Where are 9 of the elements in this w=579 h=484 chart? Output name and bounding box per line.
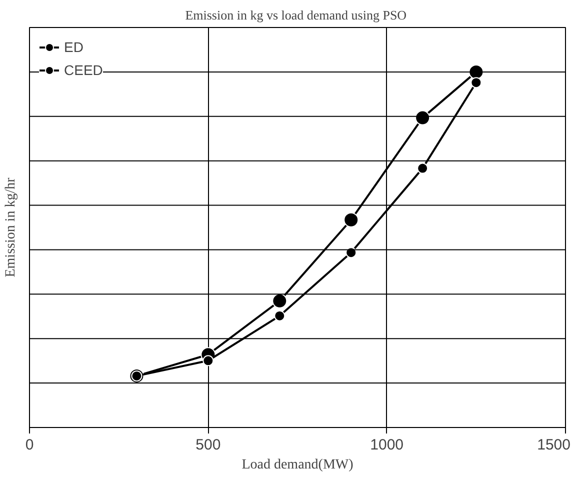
x-tick-label: 1000 xyxy=(370,436,404,454)
legend-label: CEED xyxy=(64,62,103,78)
legend-label: ED xyxy=(64,39,84,55)
y-axis-title: Emission in kg/hr xyxy=(4,177,18,278)
chart-title: Emission in kg vs load demand using PSO xyxy=(185,8,407,22)
x-tick-label: 1500 xyxy=(537,436,571,454)
x-axis-title: Load demand(MW) xyxy=(242,458,354,472)
x-tick-label: 500 xyxy=(196,436,221,454)
x-tick-label: 0 xyxy=(25,436,34,454)
